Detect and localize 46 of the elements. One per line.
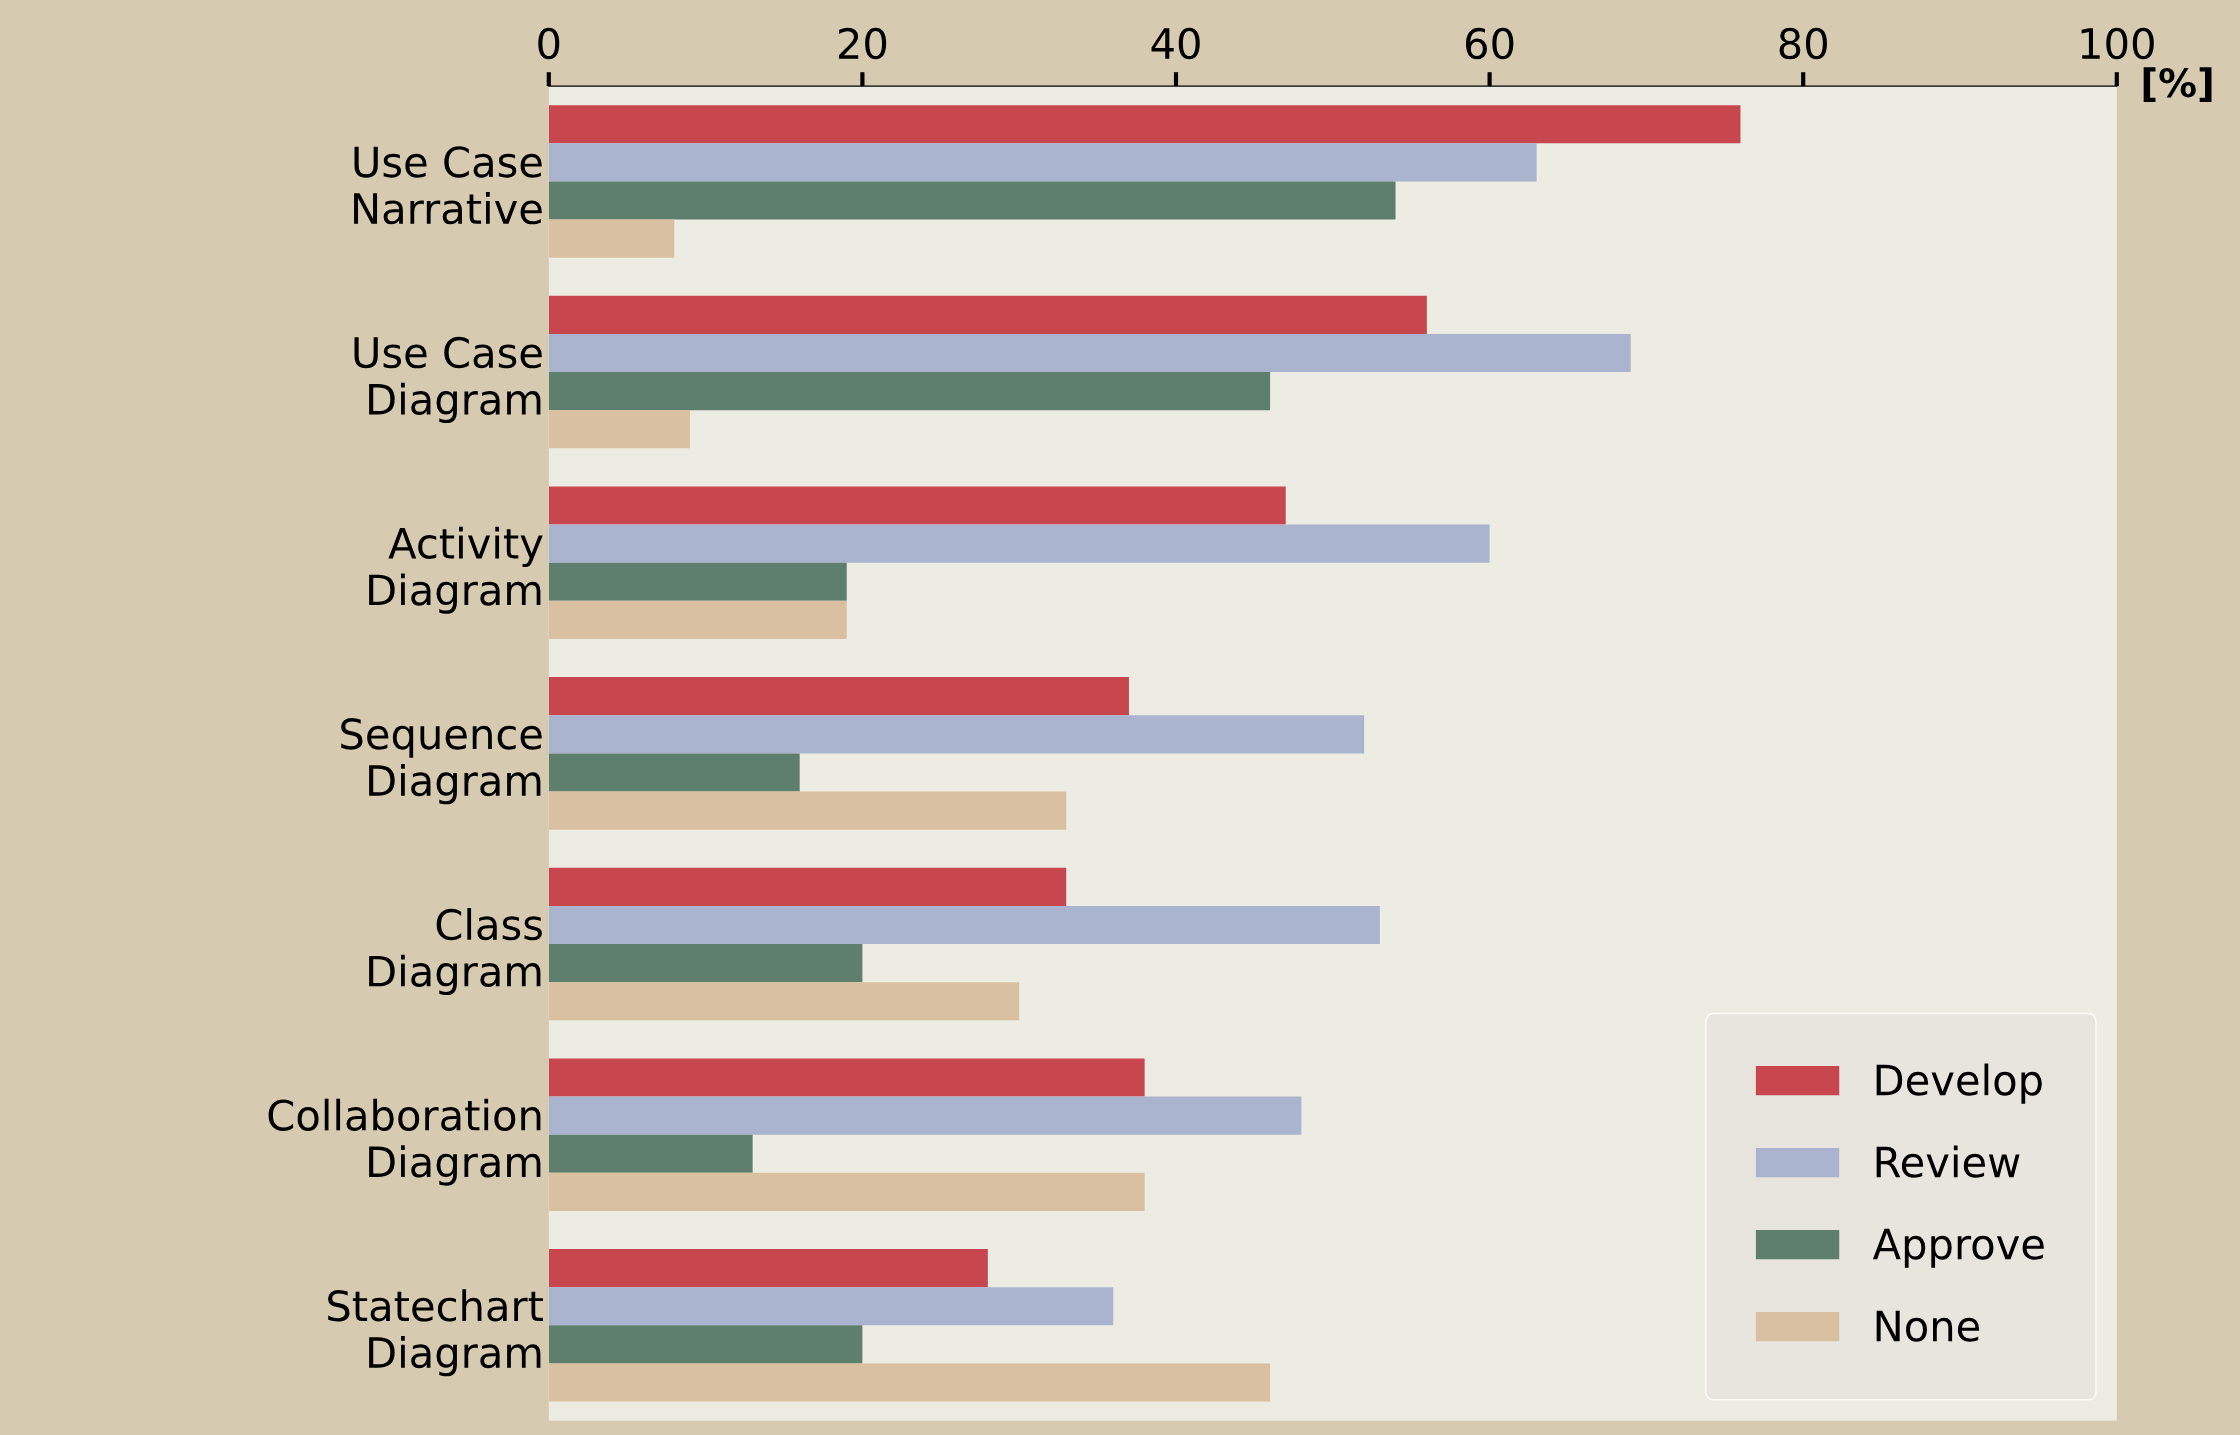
legend-label: Review — [1876, 1145, 2020, 1178]
x-tick-label: 100 — [2081, 27, 2154, 60]
bar — [548, 753, 800, 792]
bar — [548, 333, 1631, 373]
bar — [548, 982, 1020, 1021]
y-tick-label: Statechart Diagram — [328, 1289, 543, 1377]
y-tick-label: Use Case Diagram — [354, 336, 542, 424]
bar — [548, 677, 1129, 716]
bar — [548, 295, 1427, 334]
bar — [548, 1096, 1302, 1135]
bar — [548, 524, 1490, 563]
bar — [548, 905, 1380, 945]
bar — [548, 410, 690, 449]
x-tick-label: 80 — [1779, 27, 1827, 60]
bar — [548, 486, 1286, 525]
bar — [548, 105, 1741, 144]
bar — [548, 1249, 988, 1288]
bar — [548, 1058, 1145, 1097]
x-tick-label: 40 — [1151, 27, 1200, 60]
x-tick-label: 0 — [538, 27, 560, 60]
y-tick-label: Class Diagram — [369, 908, 542, 996]
legend-label: None — [1876, 1310, 1980, 1342]
bar — [548, 372, 1271, 411]
bar — [548, 1363, 1271, 1402]
y-tick-label: Activity Diagram — [369, 526, 543, 614]
x-tick-label: 20 — [838, 27, 887, 60]
bar — [548, 143, 1537, 182]
bar — [548, 867, 1067, 906]
y-tick-label: Collaboration Diagram — [268, 1098, 541, 1186]
legend-label: Approve — [1872, 1228, 2044, 1268]
bar — [548, 1134, 753, 1173]
x-axis-title: [%] — [2143, 67, 2212, 102]
bar — [548, 715, 1365, 754]
bar — [548, 944, 863, 983]
y-tick-label: Use Case Narrative — [354, 146, 542, 225]
bar — [548, 181, 1396, 220]
x-tick-label: 60 — [1466, 27, 1514, 60]
y-tick-label: Sequence Diagram — [341, 718, 542, 805]
bar — [548, 600, 847, 639]
bar — [548, 791, 1067, 830]
bar — [548, 562, 847, 601]
bar — [548, 219, 675, 258]
bar — [548, 1287, 1114, 1326]
bar — [548, 1172, 1145, 1211]
legend-label: Develop — [1876, 1063, 2042, 1104]
bar — [548, 1325, 863, 1364]
